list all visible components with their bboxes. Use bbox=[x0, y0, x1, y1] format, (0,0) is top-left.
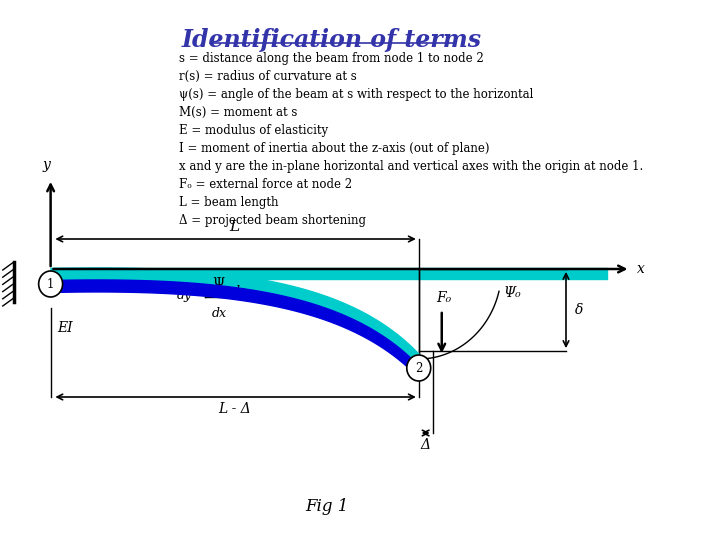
Text: δ: δ bbox=[575, 303, 584, 317]
Text: dy: dy bbox=[177, 289, 192, 302]
Text: x and y are the in-plane horizontal and vertical axes with the origin at node 1.: x and y are the in-plane horizontal and … bbox=[179, 160, 644, 173]
Text: x: x bbox=[637, 262, 644, 276]
Text: L = beam length: L = beam length bbox=[179, 196, 279, 209]
Circle shape bbox=[39, 271, 63, 297]
Text: dx: dx bbox=[212, 307, 227, 320]
Text: Δ = projected beam shortening: Δ = projected beam shortening bbox=[179, 214, 366, 227]
Text: L: L bbox=[230, 220, 240, 234]
Text: y: y bbox=[43, 158, 51, 172]
Text: Identification of terms: Identification of terms bbox=[181, 28, 481, 52]
Text: 1: 1 bbox=[47, 278, 54, 291]
Text: Ψ₀: Ψ₀ bbox=[503, 286, 521, 300]
Text: E = modulus of elasticity: E = modulus of elasticity bbox=[179, 124, 328, 137]
Text: M(s) = moment at s: M(s) = moment at s bbox=[179, 106, 298, 119]
Text: I = moment of inertia about the z-axis (out of plane): I = moment of inertia about the z-axis (… bbox=[179, 142, 490, 155]
Text: L - Δ: L - Δ bbox=[218, 402, 251, 416]
Text: F₀: F₀ bbox=[436, 291, 451, 305]
Text: r(s) = radius of curvature at s: r(s) = radius of curvature at s bbox=[179, 70, 357, 83]
Text: Δ: Δ bbox=[420, 438, 431, 452]
Text: ds: ds bbox=[233, 285, 246, 298]
Text: ψ(s) = angle of the beam at s with respect to the horizontal: ψ(s) = angle of the beam at s with respe… bbox=[179, 88, 534, 101]
Circle shape bbox=[407, 355, 431, 381]
Text: s = distance along the beam from node 1 to node 2: s = distance along the beam from node 1 … bbox=[179, 52, 485, 65]
Text: Ψ: Ψ bbox=[212, 277, 225, 291]
Text: 2: 2 bbox=[415, 361, 423, 375]
Text: Fₒ = external force at node 2: Fₒ = external force at node 2 bbox=[179, 178, 353, 191]
Text: EI: EI bbox=[57, 321, 73, 335]
Text: Fig 1: Fig 1 bbox=[305, 498, 348, 515]
